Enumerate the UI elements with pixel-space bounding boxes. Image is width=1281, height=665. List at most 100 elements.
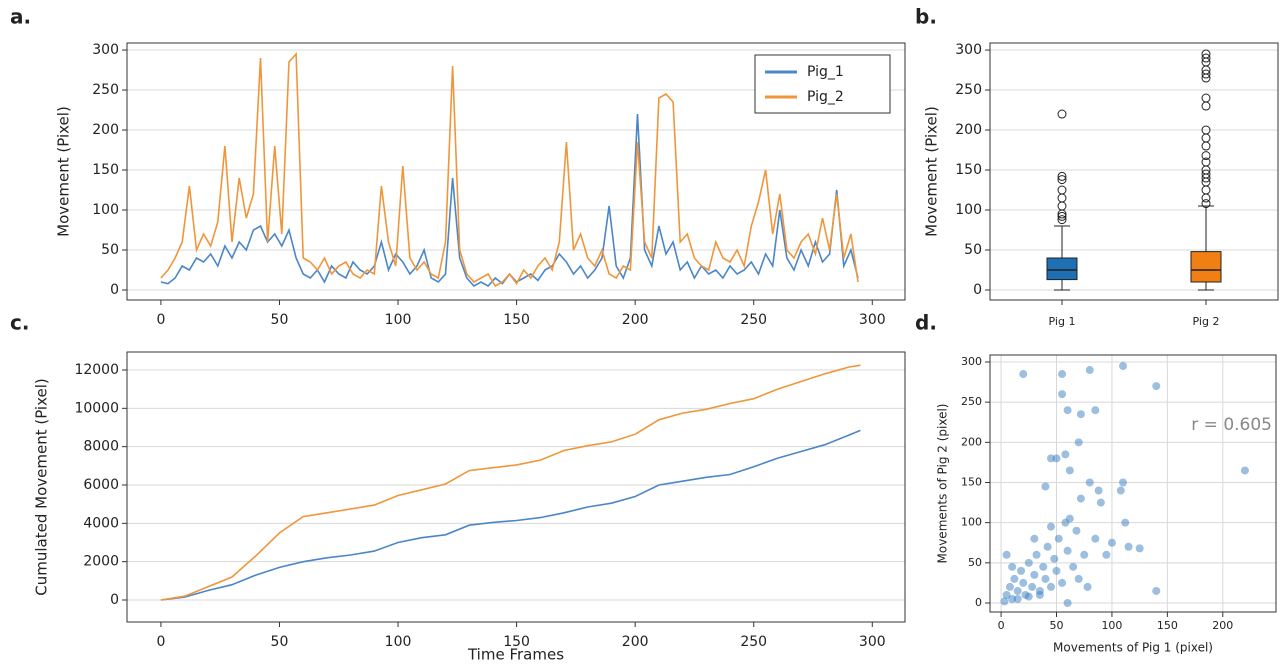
y-tick-label: 150 bbox=[955, 162, 982, 178]
y-tick-label: 200 bbox=[92, 122, 119, 138]
y-axis-label: Movement (Pixel) bbox=[923, 106, 941, 237]
y-tick-label: 8000 bbox=[83, 439, 119, 455]
point bbox=[1017, 566, 1026, 575]
x-tick-label: Pig 1 bbox=[1049, 315, 1076, 328]
annotation: r = 0.605 bbox=[1191, 415, 1272, 435]
point bbox=[1046, 522, 1055, 531]
box bbox=[1190, 251, 1222, 283]
point bbox=[1094, 486, 1103, 495]
point bbox=[1005, 582, 1014, 591]
x-tick-label: 0 bbox=[998, 619, 1005, 632]
point bbox=[1063, 406, 1072, 415]
point bbox=[1028, 582, 1037, 591]
x-tick-label: Pig 2 bbox=[1193, 315, 1220, 328]
point bbox=[1008, 562, 1017, 571]
panel-label: c. bbox=[10, 311, 29, 335]
point bbox=[1024, 558, 1033, 567]
outlier bbox=[1201, 69, 1211, 79]
y-tick-label: 300 bbox=[955, 42, 982, 58]
plot-frame bbox=[126, 351, 906, 623]
series-line bbox=[160, 51, 859, 288]
plot-frame bbox=[989, 354, 1277, 613]
point bbox=[1039, 562, 1048, 571]
y-tick-label: 100 bbox=[955, 202, 982, 218]
outlier bbox=[1201, 101, 1211, 111]
point bbox=[1061, 450, 1070, 459]
y-tick-label: 300 bbox=[92, 42, 119, 58]
point bbox=[1030, 570, 1039, 579]
x-tick-label: 50 bbox=[271, 312, 289, 328]
point bbox=[1240, 466, 1249, 475]
x-tick-label: 100 bbox=[385, 312, 412, 328]
point bbox=[1121, 518, 1130, 527]
y-tick-label: 6000 bbox=[83, 477, 119, 493]
plot-frame bbox=[989, 42, 1279, 301]
x-tick-label: 200 bbox=[1212, 619, 1233, 632]
y-tick-label: 4000 bbox=[83, 515, 119, 531]
x-axis-label: Time Frames bbox=[467, 646, 564, 664]
outlier bbox=[1057, 175, 1067, 185]
point bbox=[1035, 590, 1044, 599]
point bbox=[1030, 534, 1039, 543]
outlier bbox=[1057, 211, 1067, 221]
point bbox=[1091, 534, 1100, 543]
x-tick-label: 250 bbox=[740, 634, 767, 650]
point bbox=[1076, 494, 1085, 503]
outlier bbox=[1201, 169, 1211, 179]
x-tick-label: 200 bbox=[622, 634, 649, 650]
point bbox=[1119, 362, 1128, 371]
outlier bbox=[1201, 157, 1211, 167]
outlier bbox=[1201, 193, 1211, 203]
panel-label: a. bbox=[10, 5, 31, 29]
point bbox=[1076, 410, 1085, 419]
point bbox=[1054, 534, 1063, 543]
point bbox=[1019, 578, 1028, 587]
point bbox=[1124, 542, 1133, 551]
x-tick-label: 0 bbox=[156, 634, 165, 650]
y-tick-label: 0 bbox=[975, 596, 982, 609]
point bbox=[1052, 454, 1061, 463]
y-tick-label: 0 bbox=[973, 282, 982, 298]
x-tick-label: 0 bbox=[156, 312, 165, 328]
y-tick-label: 250 bbox=[961, 395, 982, 408]
outlier bbox=[1201, 141, 1211, 151]
x-tick-label: 50 bbox=[1050, 619, 1064, 632]
y-tick-label: 12000 bbox=[74, 362, 119, 378]
y-tick-label: 50 bbox=[964, 242, 982, 258]
y-tick-label: 0 bbox=[110, 282, 119, 298]
x-tick-label: 300 bbox=[859, 634, 886, 650]
y-tick-label: 200 bbox=[961, 435, 982, 448]
point bbox=[1058, 578, 1067, 587]
point bbox=[1152, 382, 1161, 391]
y-tick-label: 250 bbox=[92, 82, 119, 98]
y-axis-label: Cumulated Movement (Pixel) bbox=[33, 378, 51, 595]
point bbox=[1041, 482, 1050, 491]
point bbox=[1074, 438, 1083, 447]
outlier bbox=[1057, 185, 1067, 195]
point bbox=[1119, 478, 1128, 487]
outlier bbox=[1057, 201, 1067, 211]
series-line bbox=[160, 364, 861, 601]
outlier bbox=[1201, 93, 1211, 103]
point bbox=[1069, 562, 1078, 571]
point bbox=[1024, 592, 1033, 601]
y-axis-label: Movements of Pig 2 (pixel) bbox=[936, 404, 950, 564]
x-tick-label: 300 bbox=[859, 312, 886, 328]
panel-label: b. bbox=[915, 5, 937, 29]
point bbox=[1046, 582, 1055, 591]
point bbox=[1002, 590, 1011, 599]
point bbox=[1091, 406, 1100, 415]
y-tick-label: 2000 bbox=[83, 554, 119, 570]
point bbox=[1102, 550, 1111, 559]
point bbox=[1152, 586, 1161, 595]
point bbox=[1043, 542, 1052, 551]
y-tick-label: 100 bbox=[92, 202, 119, 218]
panel-label: d. bbox=[915, 311, 937, 335]
outlier bbox=[1201, 133, 1211, 143]
point bbox=[1065, 514, 1074, 523]
legend-label: Pig_1 bbox=[807, 64, 844, 80]
point bbox=[1041, 574, 1050, 583]
y-tick-label: 300 bbox=[961, 355, 982, 368]
outlier bbox=[1057, 193, 1067, 203]
